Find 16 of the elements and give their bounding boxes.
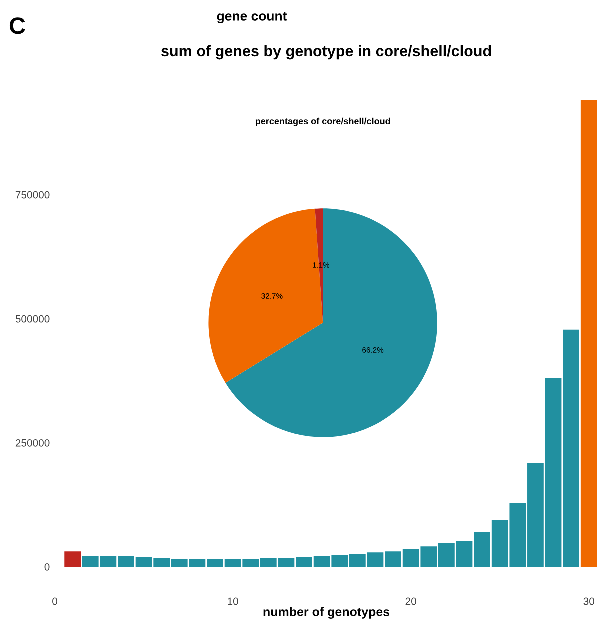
bar: [580, 100, 598, 567]
chart-title: sum of genes by genotype in core/shell/cloud: [162, 45, 492, 60]
x-axis-title: number of genotypes: [264, 607, 390, 619]
y-tick-label: 0: [44, 563, 50, 571]
y-tick-label: 250000: [16, 439, 50, 447]
x-tick-label: 10: [228, 598, 238, 606]
x-tick-label: 30: [584, 598, 595, 606]
pie-slice: [226, 208, 438, 438]
bar: [64, 552, 82, 567]
chart-title: percentages of core/shell/cloud: [256, 118, 390, 126]
y-tick-label: 500000: [16, 315, 50, 323]
x-tick-label: 0: [52, 598, 58, 606]
text: gene count: [217, 12, 288, 24]
y-tick-label: 750000: [16, 191, 50, 199]
text: C: [10, 18, 26, 34]
x-tick-label: 20: [406, 598, 416, 606]
